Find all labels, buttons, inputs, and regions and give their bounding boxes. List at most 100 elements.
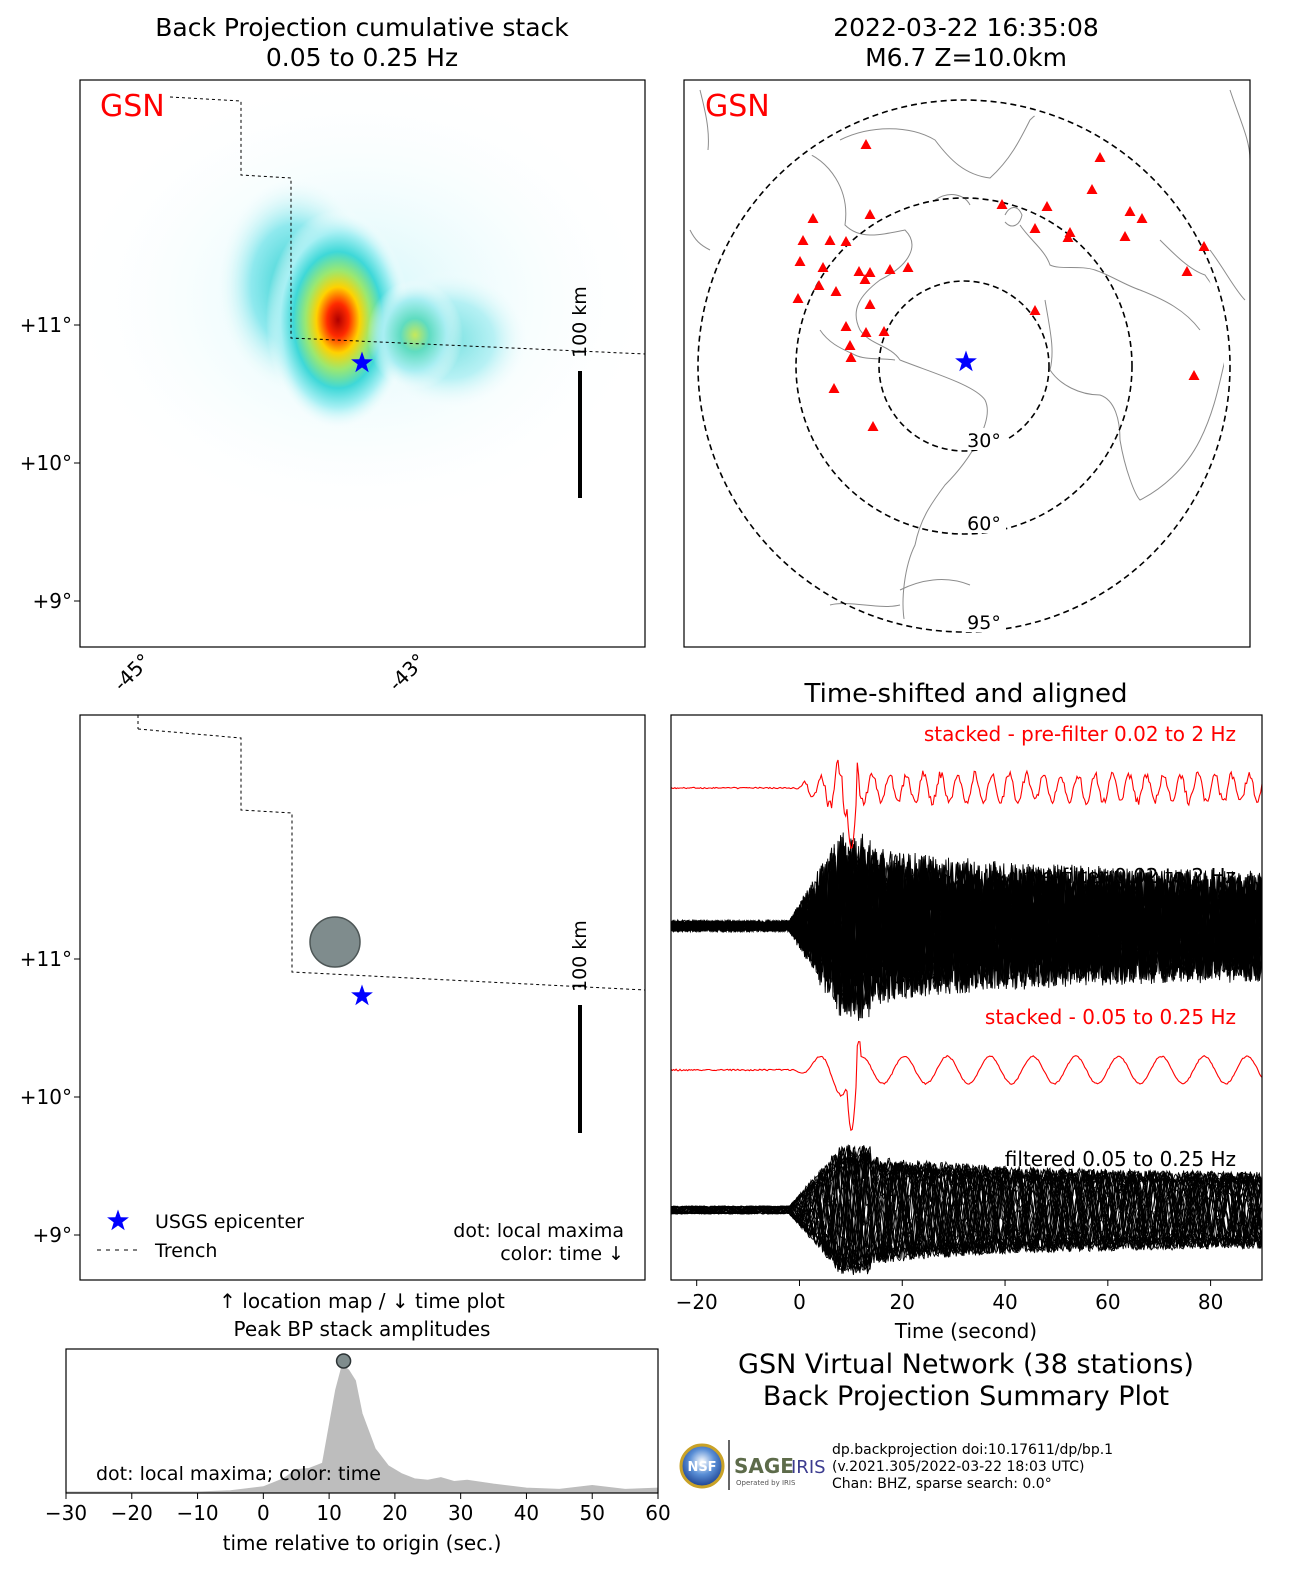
summary-block: GSN Virtual Network (38 stations) Back P… [679, 1349, 1194, 1492]
filtered-trace [671, 1154, 1262, 1272]
sage-logo-text: SAGE [734, 1454, 794, 1478]
map-network-label: GSN [705, 89, 770, 124]
station-triangle-icon [797, 235, 809, 245]
station-triangle-icon [878, 326, 890, 336]
sage-logo-icon: SAGE Operated by IRIS IRIS [734, 1454, 826, 1487]
station-triangle-icon [996, 199, 1008, 209]
peak-tick-label: 20 [382, 1501, 407, 1525]
peak-tick-label: 10 [316, 1501, 341, 1525]
prefilter-trace-bundle [671, 832, 1262, 1021]
lon-tick-43: -43° [383, 649, 430, 696]
peak-amplitude-panel: dot: local maxima; color: time −30 −20 −10… [45, 1348, 671, 1555]
station-triangle-icon [902, 262, 914, 272]
station-map-panel: 2022-03-22 16:35:08 M6.7 Z=10.0km [683, 13, 1251, 648]
iceland-coast [934, 194, 971, 206]
station-triangle-icon [794, 256, 806, 266]
filtered-trace [671, 1152, 1262, 1271]
station-triangle-icon [1181, 266, 1193, 276]
mediterranean-coast [1019, 224, 1201, 331]
pacific-island [689, 229, 711, 251]
location-caption-line2: Peak BP stack amplitudes [234, 1317, 491, 1341]
peak-tick-label: 0 [257, 1501, 270, 1525]
station-triangle-icon [830, 286, 842, 296]
waveform-title: Time-shifted and aligned [804, 679, 1128, 709]
bp-lon-ticks: -45° -43° [108, 649, 430, 696]
peak-amplitude-area [66, 1364, 658, 1493]
waveform-tick-label: 0 [793, 1290, 806, 1314]
location-lat-ticks: +11° +10° +9° [20, 947, 80, 1247]
station-triangle-icon [1124, 206, 1136, 216]
waveform-label-prefilter: pre-filter 0.02 to 2 Hz [1021, 864, 1236, 888]
bp-heatmap-panel: Back Projection cumulative stack 0.05 to… [20, 13, 646, 696]
location-legend: USGS epicenter Trench [97, 1209, 304, 1262]
ring-label-60: 60° [967, 513, 1001, 535]
info-line1: dp.backprojection doi:10.17611/dp/bp.1 [832, 1442, 1113, 1458]
sage-logo-subtext: Operated by IRIS [736, 1479, 796, 1487]
nsf-logo-text: NSF [687, 1460, 716, 1475]
stacked-prefilter-trace [671, 759, 1262, 850]
station-triangle-icon [807, 213, 819, 223]
location-lat-tick-11: +11° [20, 947, 72, 971]
station-triangle-icon [824, 235, 836, 245]
summary-title-line1: GSN Virtual Network (38 stations) [738, 1349, 1194, 1380]
station-triangle-icon [813, 280, 825, 290]
bp-frame [79, 79, 646, 648]
britain-coast [1004, 207, 1023, 227]
antarctic-coast [899, 579, 971, 591]
peak-tick-label: 60 [645, 1501, 670, 1525]
station-triangle-icon [867, 421, 879, 431]
location-note-line2: color: time ↓ [500, 1243, 624, 1265]
prefilter-trace [671, 833, 1262, 1008]
iris-logo-text: IRIS [791, 1457, 826, 1478]
arabia-coast [1159, 239, 1224, 311]
coastlines [689, 89, 1250, 626]
map-epicenter-star-icon [955, 350, 977, 372]
waveform-x-ticks: −20 0 20 40 60 80 [676, 1280, 1223, 1314]
station-triangle-icon [1062, 232, 1074, 242]
station-triangle-icon [1136, 213, 1148, 223]
epicenter-star-icon [351, 351, 373, 373]
station-triangle-icon [845, 352, 857, 362]
waveform-tick-label: 60 [1095, 1290, 1120, 1314]
location-frame [79, 714, 646, 1281]
map-frame [683, 79, 1251, 648]
bp-title-line2: 0.05 to 0.25 Hz [266, 43, 458, 72]
station-triangle-icon [817, 262, 829, 272]
event-title-line1: 2022-03-22 16:35:08 [833, 13, 1099, 42]
summary-title-line2: Back Projection Summary Plot [763, 1381, 1169, 1412]
peak-local-maximum-dot [335, 1353, 352, 1369]
peak-annotation: dot: local maxima; color: time [96, 1463, 381, 1485]
station-triangle-icon [1029, 305, 1041, 315]
ring-30 [878, 280, 1050, 452]
alaska-coast [699, 89, 709, 151]
distance-rings [697, 99, 1231, 633]
waveform-tick-label: 20 [890, 1290, 915, 1314]
location-lat-tick-10: +10° [20, 1085, 72, 1109]
peak-tick-label: −10 [176, 1501, 218, 1525]
lat-tick-10: +10° [20, 451, 72, 475]
peak-tick-label: −20 [111, 1501, 153, 1525]
africa-coast [1044, 299, 1224, 501]
waveform-label-stacked-filtered: stacked - 0.05 to 0.25 Hz [985, 1005, 1236, 1029]
peak-frame [65, 1348, 659, 1494]
trench-line [169, 96, 645, 355]
peak-tick-label: 40 [514, 1501, 539, 1525]
lat-tick-11: +11° [20, 313, 72, 337]
ring-labels: 30° 60° 95° [962, 428, 1006, 634]
antarctic-rim [829, 603, 901, 607]
prefilter-trace [671, 849, 1262, 999]
heatmap-main-peak [266, 210, 410, 430]
asia-edge-coast-2 [1209, 249, 1246, 301]
location-caption-line1: ↑ location map / ↓ time plot [219, 1289, 505, 1313]
waveform-label-stacked-prefilter: stacked - pre-filter 0.02 to 2 Hz [924, 722, 1236, 746]
filtered-trace-bundle [671, 1144, 1262, 1276]
station-triangle-icon [1041, 201, 1053, 211]
location-epicenter-star-icon [351, 984, 373, 1006]
local-maximum-dot [309, 916, 361, 968]
bp-scale-label: 100 km [569, 286, 591, 358]
waveform-label-filtered: filtered 0.05 to 0.25 Hz [1005, 1147, 1236, 1171]
waveform-tick-label: 80 [1198, 1290, 1223, 1314]
peak-tick-label: 30 [448, 1501, 473, 1525]
stacked-filtered-trace [671, 1040, 1262, 1132]
